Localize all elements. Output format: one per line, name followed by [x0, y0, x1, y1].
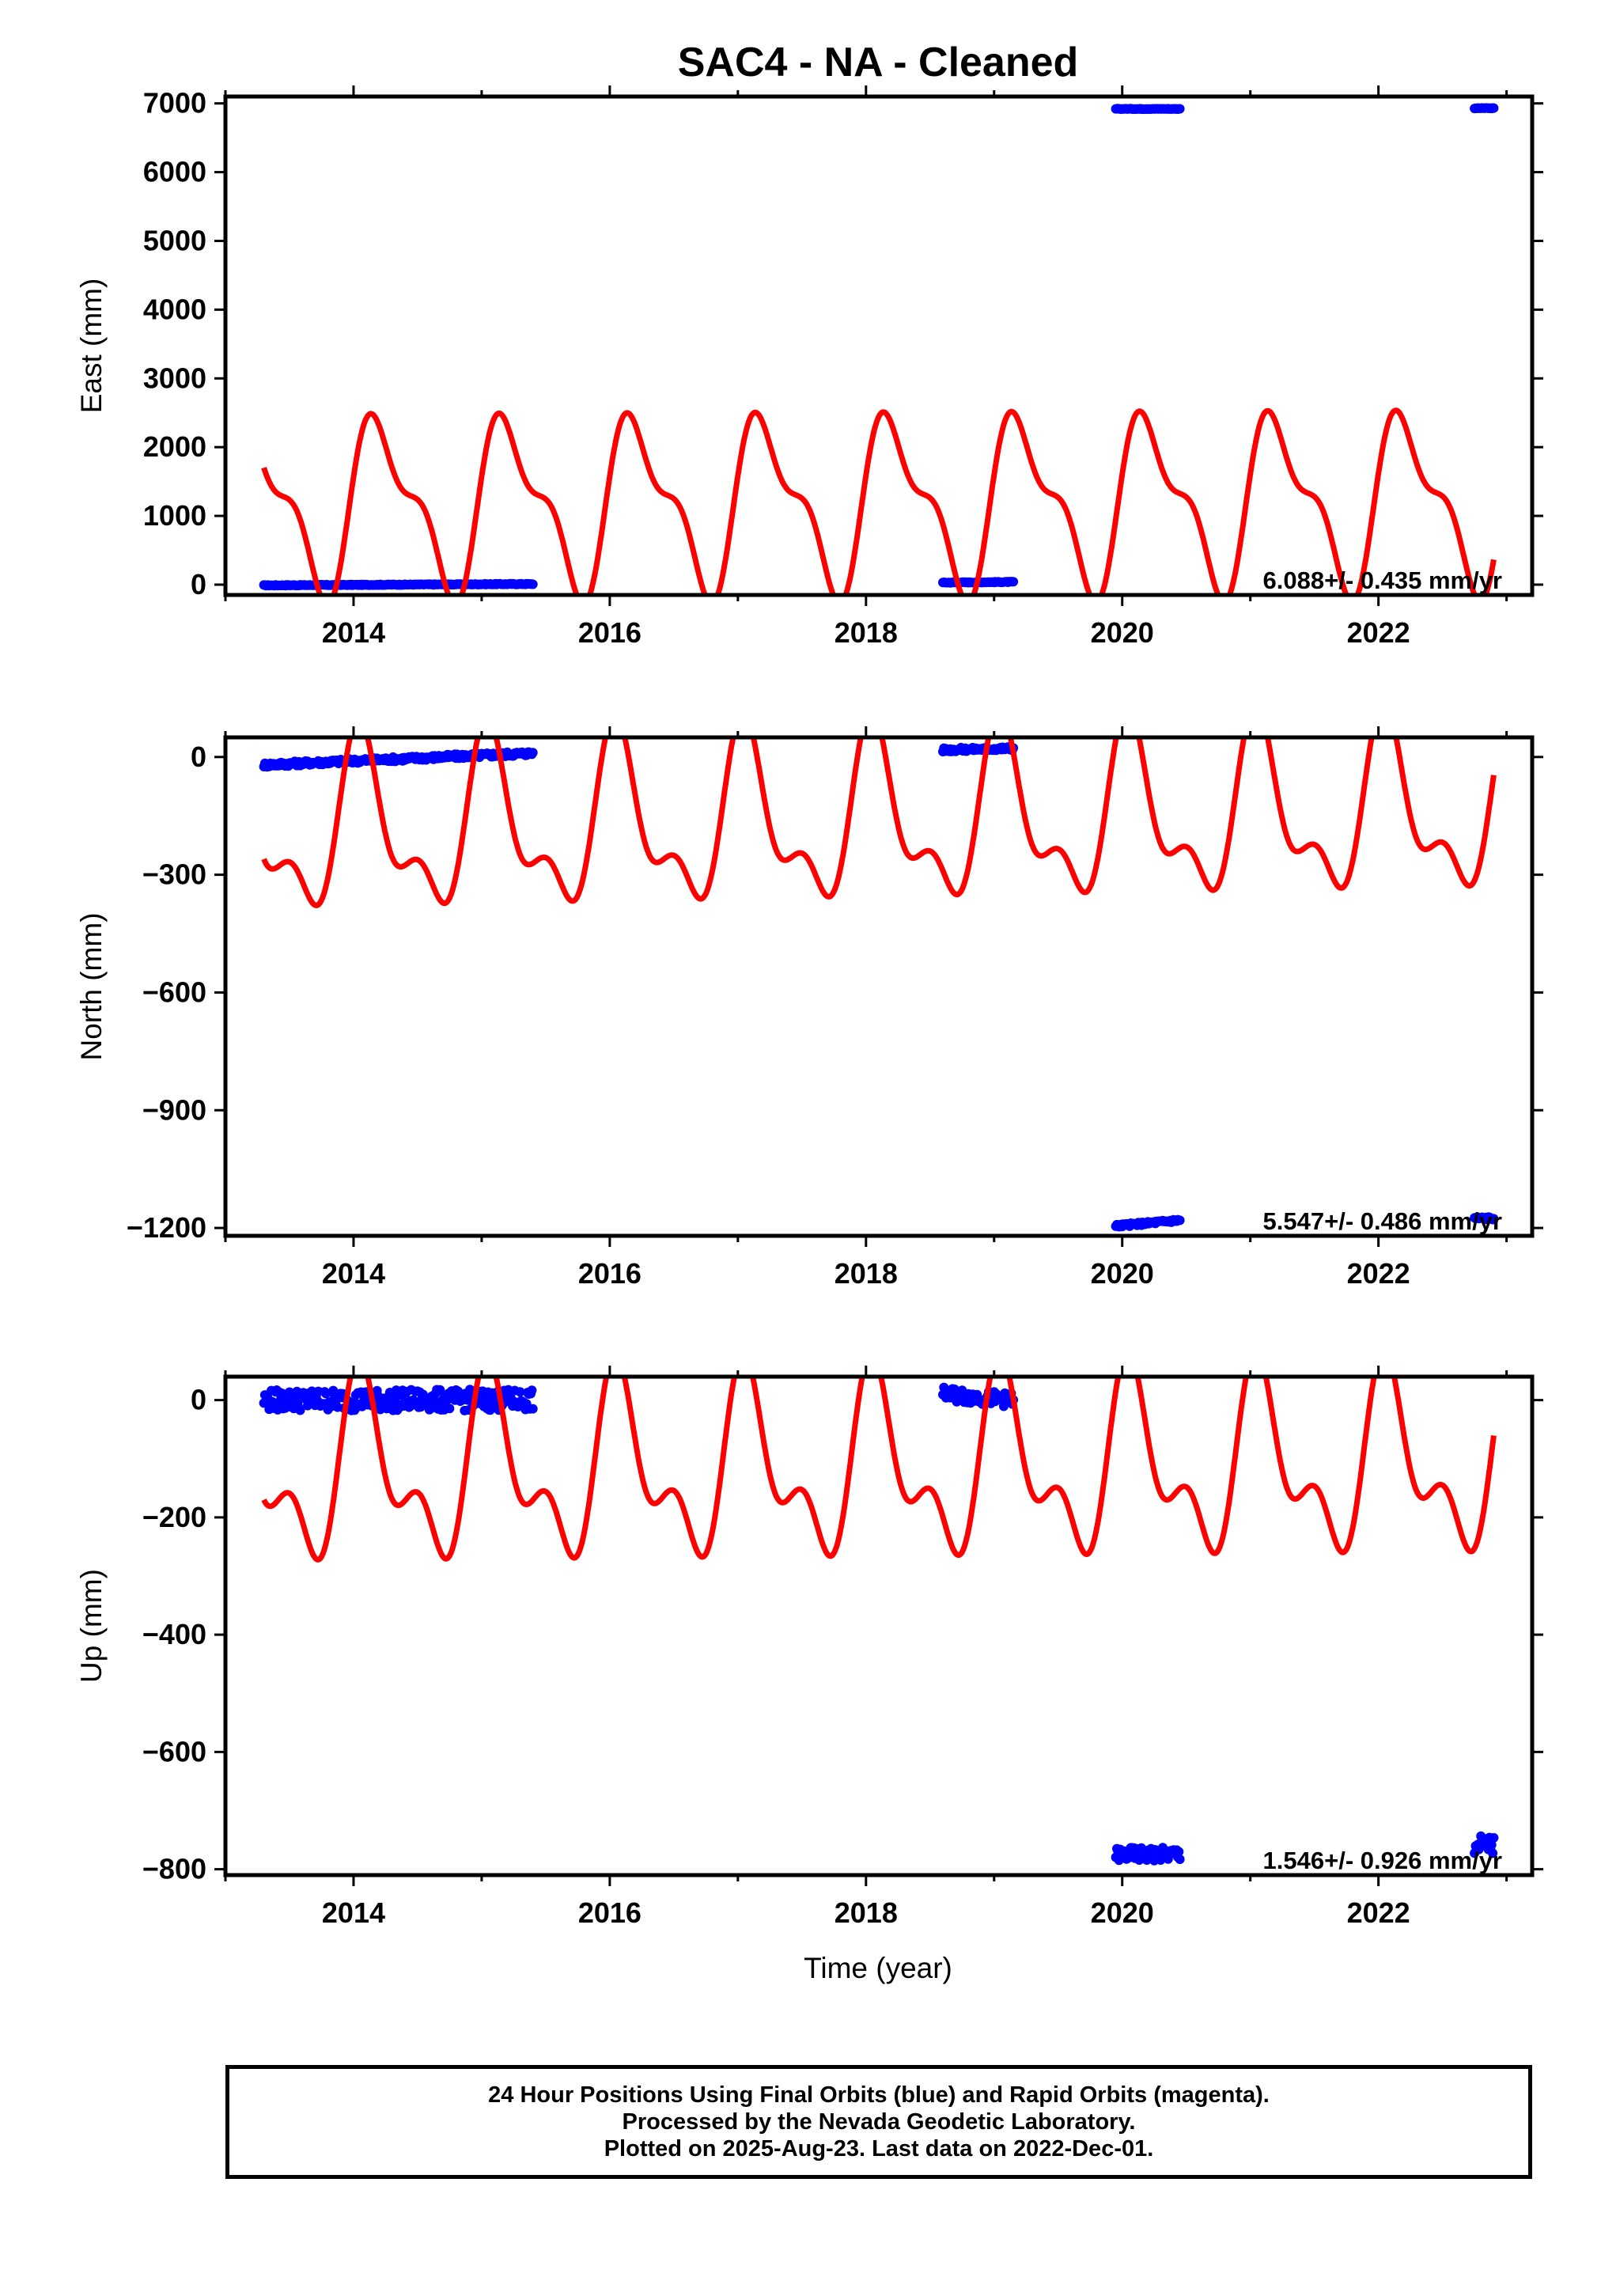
y-axis-label: North (mm): [75, 912, 108, 1060]
data-point: [481, 1394, 491, 1404]
y-tick-label: 5000: [143, 224, 206, 256]
y-axis-label: Up (mm): [75, 1569, 108, 1683]
y-tick-label: 0: [191, 568, 206, 601]
data-point: [515, 1387, 525, 1397]
x-tick-label: 2016: [578, 1896, 642, 1929]
x-tick-label: 2016: [578, 1257, 642, 1290]
model-curve: [261, 1377, 1497, 1563]
x-tick-label: 2016: [578, 616, 642, 649]
footer-line-1: 24 Hour Positions Using Final Orbits (bl…: [488, 2082, 1270, 2108]
data-point: [1488, 1848, 1498, 1858]
plot-frame: [223, 735, 1535, 1238]
y-tick-label: 3000: [143, 362, 206, 394]
y-tick-label: −600: [142, 1735, 206, 1767]
x-tick-label: 2020: [1091, 616, 1154, 649]
data-point: [1175, 1855, 1185, 1864]
x-tick-label: 2014: [322, 616, 385, 649]
y-tick-label: 0: [191, 1384, 206, 1416]
chart-title: SAC4 - NA - Cleaned: [678, 40, 1079, 85]
x-tick-label: 2022: [1347, 616, 1410, 649]
y-tick-label: −800: [142, 1853, 206, 1885]
plot-frame: [223, 94, 1535, 597]
panel-up: 2014 2016 2018 2020 2022 0 −200 −400 −600 −800 Up …: [75, 1366, 1543, 1929]
footer-note: 24 Hour Positions Using Final Orbits (bl…: [225, 2065, 1532, 2179]
data-point: [1489, 1214, 1499, 1224]
x-tick-label: 2018: [835, 1896, 898, 1929]
data-point: [1489, 103, 1499, 113]
model-curve: [261, 737, 1497, 908]
plot-area: [259, 103, 1499, 595]
x-axis-label: Time (year): [804, 1952, 952, 1984]
panel-east: 2014 2016 2018 2020 2022 0 1000 2000 3000 4000 500…: [75, 85, 1543, 649]
model-curve: [261, 407, 1497, 595]
y-tick-label: −400: [142, 1618, 206, 1650]
data-point: [1175, 104, 1185, 114]
x-tick-label: 2022: [1347, 1257, 1410, 1290]
y-tick-label: 2000: [143, 430, 206, 463]
x-tick-label: 2020: [1091, 1257, 1154, 1290]
data-point: [527, 1385, 537, 1396]
rate-annotation: 1.546+/- 0.926 mm/yr: [1263, 1847, 1502, 1874]
data-point: [528, 579, 538, 589]
x-tick-label: 2022: [1347, 1896, 1410, 1929]
data-point: [528, 748, 538, 758]
rate-annotation: 6.088+/- 0.435 mm/yr: [1263, 566, 1502, 594]
panel-north: 2014 2016 2018 2020 2022 0 −300 −600 −900 −1200 No…: [75, 726, 1543, 1290]
y-tick-label: 4000: [143, 293, 206, 325]
y-tick-label: 7000: [143, 87, 206, 119]
x-tick-label: 2014: [322, 1257, 385, 1290]
data-point: [1009, 577, 1019, 587]
y-axis-label: East (mm): [75, 278, 108, 414]
data-point: [1175, 1215, 1185, 1226]
plot-frame: [223, 1374, 1535, 1877]
y-tick-label: −600: [142, 976, 206, 1008]
data-point: [1489, 1832, 1499, 1843]
y-tick-label: 1000: [143, 499, 206, 532]
footer-line-3: Plotted on 2025-Aug-23. Last data on 202…: [604, 2136, 1154, 2161]
plot-area: [259, 1377, 1499, 1866]
data-point: [295, 1405, 305, 1415]
y-tick-label: −1200: [127, 1211, 206, 1244]
y-tick-label: 6000: [143, 156, 206, 188]
plot-area: [259, 737, 1499, 1232]
x-tick-label: 2020: [1091, 1896, 1154, 1929]
data-point: [1174, 1847, 1184, 1857]
y-tick-label: −200: [142, 1501, 206, 1533]
x-tick-label: 2018: [835, 1257, 898, 1290]
data-point: [445, 1404, 455, 1414]
y-tick-label: −900: [142, 1093, 206, 1126]
y-tick-label: −300: [142, 858, 206, 891]
x-tick-label: 2018: [835, 616, 898, 649]
x-tick-label: 2014: [322, 1896, 385, 1929]
y-tick-label: 0: [191, 741, 206, 773]
footer-line-2: Processed by the Nevada Geodetic Laborat…: [622, 2109, 1136, 2135]
rate-annotation: 5.547+/- 0.486 mm/yr: [1263, 1207, 1502, 1235]
data-point: [320, 1389, 331, 1399]
data-point: [528, 1404, 538, 1414]
